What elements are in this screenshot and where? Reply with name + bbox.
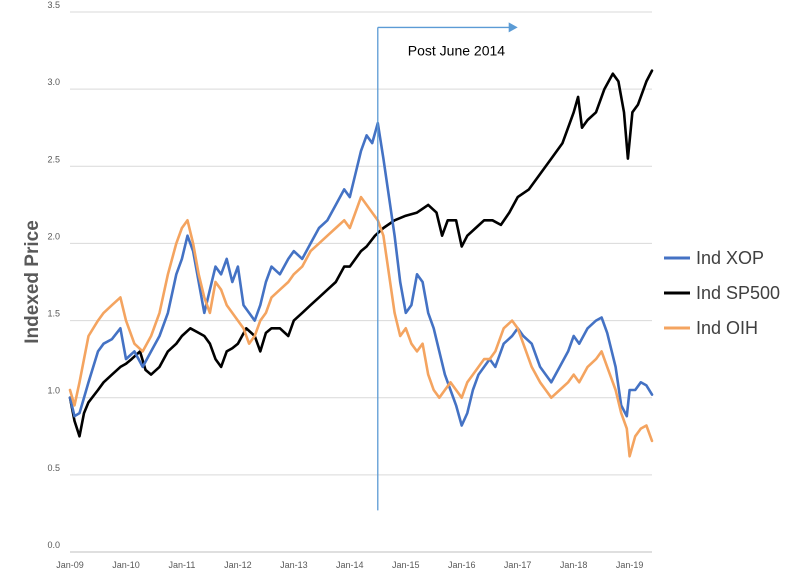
legend-label: Ind OIH [696,318,758,338]
x-tick-label: Jan-17 [504,560,532,570]
x-tick-label: Jan-09 [56,560,84,570]
series-lines [68,69,654,458]
legend-label: Ind SP500 [696,283,780,303]
x-tick-label: Jan-18 [560,560,588,570]
annotation-arrow-head [508,22,518,33]
y-axis-label: Indexed Price [22,220,43,344]
series-line-ind-oih [68,195,654,458]
x-tick-label: Jan-11 [168,560,195,570]
x-tick-label: Jan-14 [336,560,364,570]
x-tick-label: Jan-15 [392,560,420,570]
y-tick-label: 0.0 [47,540,60,550]
gridlines [70,11,652,553]
y-tick-label: 3.5 [47,0,60,10]
x-tick-label: Jan-10 [112,560,140,570]
y-tick-label: 2.0 [47,231,60,241]
legend-label: Ind XOP [696,248,764,268]
legend: Ind XOP Ind SP500 Ind OIH [664,248,780,338]
y-tick-label: 0.5 [47,463,60,473]
annotation-label: Post June 2014 [408,42,506,58]
y-tick-label: 1.5 [47,309,60,319]
x-axis-ticks: Jan-09 Jan-10 Jan-11 Jan-12 Jan-13 Jan-14 Jan-… [56,560,643,570]
x-tick-label: Jan-19 [616,560,644,570]
y-tick-label: 3.0 [47,77,60,87]
y-tick-label: 1.0 [47,386,60,396]
x-tick-label: Jan-16 [448,560,476,570]
x-tick-label: Jan-13 [280,560,308,570]
series-line-ind-sp500 [68,69,654,438]
y-tick-label: 2.5 [47,154,60,164]
annotation: Post June 2014 [377,22,518,511]
x-tick-label: Jan-12 [224,560,252,570]
y-axis-ticks: 0.0 0.5 1.0 1.5 2.0 2.5 3.0 3.5 [47,0,60,550]
series-line-ind-xop [68,121,654,427]
